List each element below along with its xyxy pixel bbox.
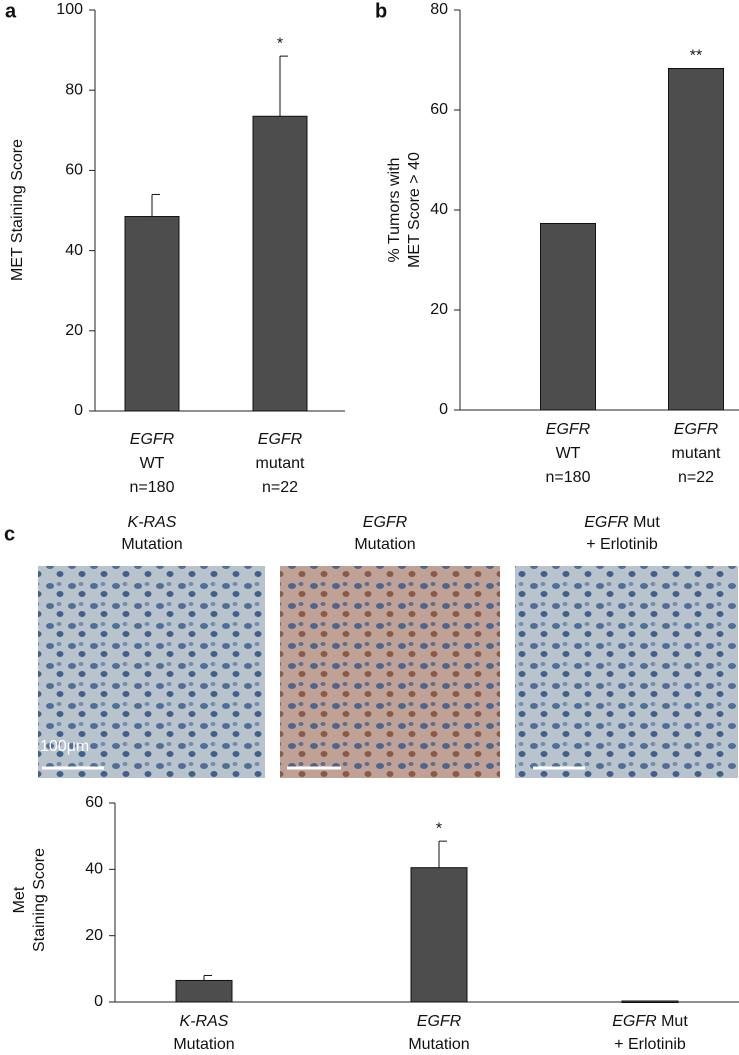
y-tick-label: 60 [65,162,83,179]
y-axis-label: % Tumors with [386,158,403,263]
x-tick-label: Mutation [173,1036,234,1050]
y-axis-label: Staining Score [31,848,48,952]
panel-label: c [4,523,15,545]
x-tick-label: mutant [672,445,721,462]
x-tick-label-gene: EGFR [546,421,591,438]
y-axis-label: MET Staining Score [9,139,26,281]
y-tick-label: 0 [439,401,448,418]
panel-label: b [375,0,387,22]
y-tick-label: 20 [430,301,448,318]
bar [124,216,180,412]
image-caption-gene: K-RAS [128,514,177,531]
y-tick-label: 60 [85,794,103,811]
x-tick-label: n=180 [130,479,175,496]
x-tick-label-gene: EGFR [612,1013,657,1030]
micrograph [515,566,738,778]
x-tick-label-gene: EGFR [417,1013,462,1030]
x-tick-label-gene: K-RAS [180,1013,229,1030]
x-tick-label: K-RAS [180,1013,229,1030]
y-axis-label: Met [11,886,28,913]
y-tick-label: 0 [74,402,83,419]
x-tick-label: n=22 [678,469,714,486]
x-tick-label: WT [140,455,165,472]
image-caption-gene: EGFR [363,514,408,531]
y-tick-label: 80 [65,81,83,98]
x-tick-label: EGFR [674,421,719,438]
x-tick-label: EGFR [130,431,175,448]
y-tick-label: 20 [65,322,83,339]
y-tick-label: 40 [65,242,83,259]
x-tick-label-suffix: Mut [657,1013,689,1030]
y-tick-label: 80 [430,1,448,18]
y-tick-label: 0 [94,993,103,1010]
bar [252,115,308,412]
image-caption: EGFR [363,514,408,531]
y-tick-label: 100 [56,1,83,18]
y-tick-label: 40 [85,861,103,878]
significance-mark: ** [690,48,702,65]
x-tick-label: EGFR [546,421,591,438]
image-caption: + Erlotinib [586,536,658,553]
image-caption: Mutation [121,536,182,553]
y-tick-label: 20 [85,927,103,944]
scale-bar-label: 100μm [40,738,89,755]
bar [621,1000,679,1004]
bar [410,867,468,1003]
y-axis-label: MET Score > 40 [406,152,423,268]
x-tick-label-gene: EGFR [130,431,175,448]
y-tick-label: 40 [430,201,448,218]
y-tick-label: 60 [430,101,448,118]
x-tick-label: Mutation [408,1036,469,1050]
significance-mark: * [436,820,442,837]
x-tick-label: EGFR Mut [612,1013,688,1030]
image-caption: Mutation [354,536,415,553]
image-caption: EGFR Mut [584,514,660,531]
x-tick-label-gene: EGFR [674,421,719,438]
bar [540,223,596,411]
x-tick-label: + Erlotinib [614,1036,686,1050]
x-tick-label: WT [556,445,581,462]
image-caption: K-RAS [128,514,177,531]
panel-label: a [5,0,17,22]
x-tick-label: n=180 [546,469,591,486]
x-tick-label: EGFR [417,1013,462,1030]
x-tick-label: mutant [256,455,305,472]
micrograph [38,566,265,778]
image-caption-suffix: Mut [629,514,661,531]
image-caption-gene: EGFR [584,514,629,531]
x-tick-label: EGFR [258,431,303,448]
x-tick-label: n=22 [262,479,298,496]
micrograph [280,566,500,778]
bar [668,68,724,411]
significance-mark: * [277,35,283,52]
x-tick-label-gene: EGFR [258,431,303,448]
bar [175,979,233,1003]
